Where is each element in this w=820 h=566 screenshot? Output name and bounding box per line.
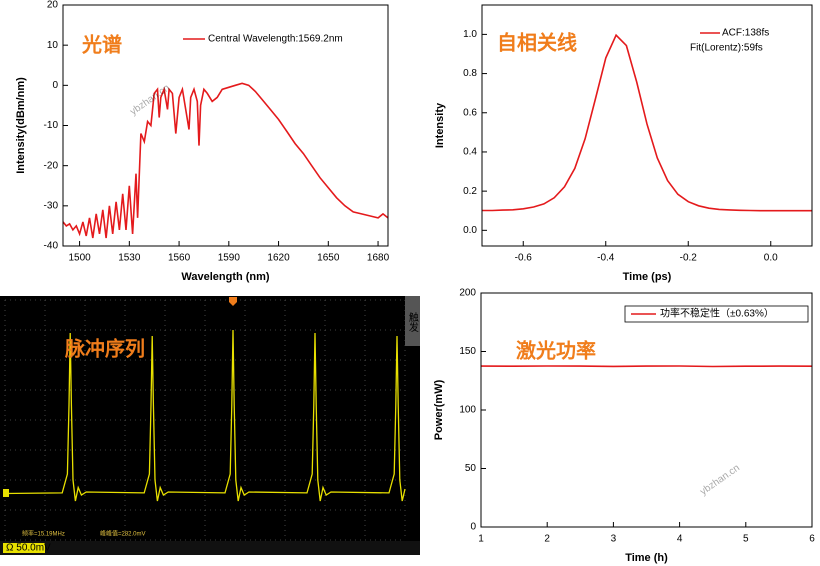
x-tick-label: 3 <box>611 534 617 545</box>
trigger-marker <box>229 297 237 306</box>
y-tick-label: -40 <box>44 241 59 252</box>
y-tick-label: 0.4 <box>463 147 477 158</box>
y-tick-label: 20 <box>47 0 59 11</box>
x-tick-label: 5 <box>743 534 749 545</box>
y-tick-label: 0.2 <box>463 186 477 197</box>
y-tick-label: 0 <box>52 80 58 91</box>
legend-label: Central Wavelength:1569.2nm <box>208 34 343 45</box>
y-tick-label: 10 <box>47 40 59 51</box>
plot-frame <box>481 4 813 247</box>
y-tick-label: 50 <box>465 463 477 474</box>
x-tick-label: 1620 <box>267 253 290 264</box>
scope-readout: 峰峰值=282.0mV <box>100 530 146 538</box>
x-tick-label: 4 <box>677 534 683 545</box>
y-tick-label: 0.8 <box>463 68 477 79</box>
channel-scale: Ω 50.0mV <box>6 543 51 554</box>
y-axis-label: Intensity(dBm/nm) <box>15 77 27 174</box>
y-axis-label: Intensity <box>434 102 446 148</box>
legend-label: ACF:138fs <box>722 28 769 39</box>
x-axis-label: Time (ps) <box>623 271 672 283</box>
x-tick-label: 6 <box>809 534 815 545</box>
x-tick-label: 1 <box>478 534 484 545</box>
x-tick-label: 1590 <box>218 253 241 264</box>
legend-label: 功率不稳定性（±0.63%） <box>660 307 774 320</box>
y-tick-label: -30 <box>44 200 59 211</box>
x-axis-label: Wavelength (nm) <box>181 271 270 283</box>
annotation: 光谱 <box>81 32 122 56</box>
x-tick-label: 1530 <box>118 253 141 264</box>
x-tick-label: -0.4 <box>597 253 615 264</box>
y-tick-label: 200 <box>459 288 476 299</box>
scope-status-bar <box>0 541 420 555</box>
y-tick-label: 0 <box>470 522 476 533</box>
scope-menu <box>405 296 420 346</box>
x-tick-label: -0.6 <box>515 253 533 264</box>
annotation: 自相关线 <box>497 30 577 54</box>
x-tick-label: -0.2 <box>680 253 698 264</box>
y-tick-label: 0.0 <box>463 225 477 236</box>
x-tick-label: 2 <box>544 534 550 545</box>
legend-box <box>624 305 809 323</box>
data-line <box>62 82 389 239</box>
data-line <box>482 33 812 212</box>
x-tick-label: 1650 <box>317 253 340 264</box>
x-axis-label: Time (h) <box>625 552 668 564</box>
channel-marker <box>3 489 9 497</box>
y-tick-label: 150 <box>459 346 476 357</box>
y-tick-label: -10 <box>44 120 59 131</box>
y-tick-label: 0.6 <box>463 107 477 118</box>
scope-menu-label: 触发 <box>406 311 418 333</box>
y-tick-label: -20 <box>44 160 59 171</box>
y-tick-label: 1.0 <box>463 29 477 40</box>
channel-badge <box>3 543 45 553</box>
y-axis-label: Power(mW) <box>433 379 445 440</box>
x-tick-label: 0.0 <box>764 253 778 264</box>
scope-screen <box>0 296 420 555</box>
annotation: 激光功率 <box>516 338 596 362</box>
annotation: 脉冲序列 <box>64 336 145 360</box>
scope-readout: 频率=15.19MHz <box>22 530 65 538</box>
data-line <box>480 365 813 368</box>
waveform <box>4 329 406 502</box>
x-tick-label: 1500 <box>68 253 91 264</box>
legend-note: Fit(Lorentz):59fs <box>690 43 763 54</box>
x-tick-label: 1680 <box>367 253 390 264</box>
x-tick-label: 1560 <box>168 253 191 264</box>
y-tick-label: 100 <box>459 405 476 416</box>
